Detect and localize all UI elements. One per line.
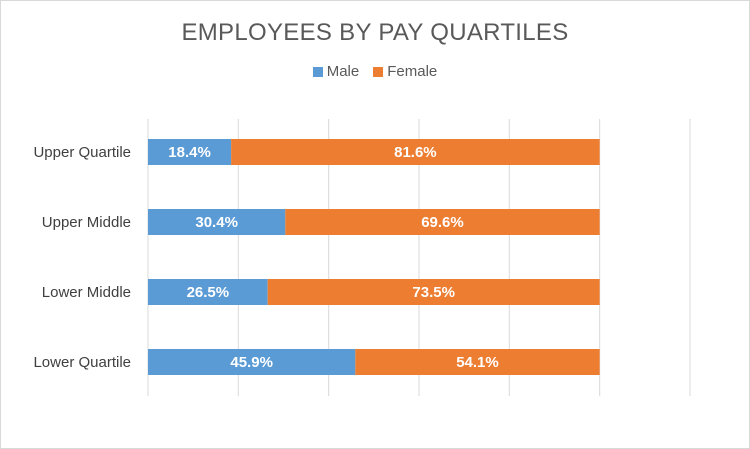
bar-female xyxy=(231,139,600,165)
category-label: Upper Quartile xyxy=(33,144,131,161)
data-label-female: 81.6% xyxy=(394,144,437,161)
bar-male xyxy=(148,209,286,235)
legend-swatch-female xyxy=(373,66,384,77)
data-label-male: 30.4% xyxy=(195,214,238,231)
bar-female xyxy=(285,209,600,235)
bar-male xyxy=(148,139,232,165)
bar-female xyxy=(355,349,600,375)
bar-female xyxy=(267,279,600,305)
bar-male xyxy=(148,279,268,305)
category-label: Lower Middle xyxy=(42,284,131,301)
category-label: Upper Middle xyxy=(42,214,131,231)
data-label-male: 26.5% xyxy=(187,284,230,301)
legend-item-male: Male xyxy=(312,63,360,80)
data-label-male: 45.9% xyxy=(230,354,273,371)
legend: Male Female xyxy=(1,63,749,80)
legend-item-female: Female xyxy=(373,63,437,80)
legend-label-male: Male xyxy=(326,63,360,80)
legend-label-female: Female xyxy=(387,63,438,80)
bar-male xyxy=(148,349,356,375)
data-label-female: 73.5% xyxy=(412,284,455,301)
data-label-female: 54.1% xyxy=(456,354,499,371)
data-label-male: 18.4% xyxy=(168,144,211,161)
category-label: Lower Quartile xyxy=(33,354,131,371)
legend-swatch-male xyxy=(312,66,323,77)
chart-title: EMPLOYEES BY PAY QUARTILES xyxy=(181,19,569,46)
data-label-female: 69.6% xyxy=(421,214,464,231)
